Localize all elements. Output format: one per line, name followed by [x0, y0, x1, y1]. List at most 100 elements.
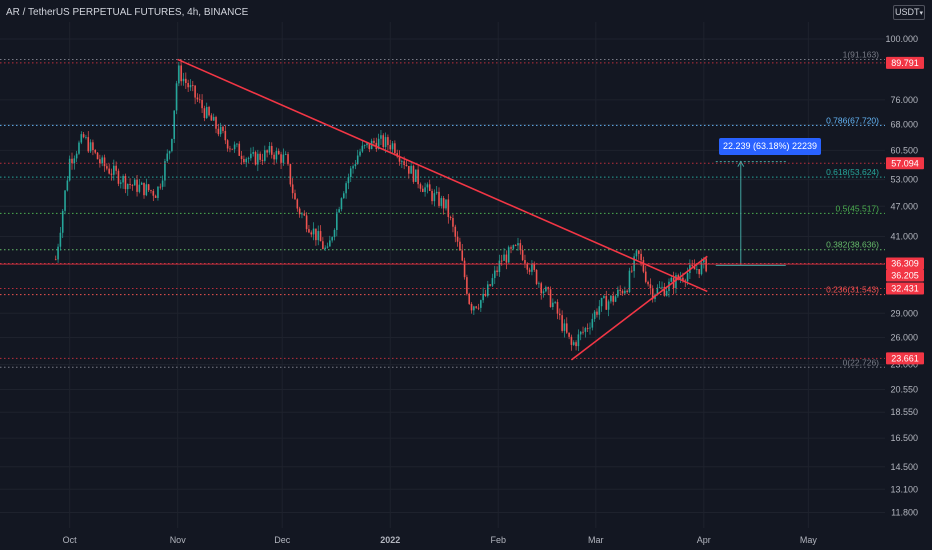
candle-body	[261, 159, 264, 161]
symbol-title[interactable]: AR / TetherUS PERPETUAL FUTURES, 4h, BIN…	[6, 7, 249, 18]
candle-body	[482, 293, 484, 301]
candle-body	[419, 184, 422, 189]
candle-body	[410, 165, 412, 174]
candle-body	[145, 184, 148, 196]
candle-body	[579, 331, 582, 335]
fib-level-label: 0.786(67.720)	[826, 115, 879, 125]
candle-body	[310, 232, 313, 235]
candle-body	[675, 275, 677, 289]
candle-body	[264, 150, 266, 161]
candle-body	[342, 193, 345, 199]
candle-body	[361, 145, 364, 152]
candle-body	[233, 144, 236, 150]
candle-body	[317, 231, 320, 241]
candle-body	[682, 277, 684, 281]
candle-body	[59, 232, 62, 247]
candle-body	[201, 99, 203, 109]
candle-body	[696, 269, 698, 270]
price-label-text: 32.431	[891, 284, 919, 294]
candle-body	[356, 155, 359, 165]
candle-body	[561, 315, 563, 331]
candle-body	[651, 288, 654, 299]
candle-body	[568, 332, 570, 337]
candle-body	[240, 155, 243, 160]
candle-body	[159, 186, 162, 188]
candle-body	[347, 177, 350, 184]
fib-level-label: 1(91.163)	[843, 50, 880, 60]
candle-body	[80, 134, 83, 143]
candle-body	[463, 260, 466, 278]
time-tick-label: Oct	[63, 535, 78, 545]
candle-body	[106, 166, 108, 169]
price-label-badge	[886, 282, 924, 295]
price-tick-label: 41.000	[890, 232, 918, 242]
candle-body	[512, 245, 515, 249]
candle-body	[521, 250, 524, 261]
candle-body	[644, 271, 647, 282]
candle-body	[665, 290, 668, 296]
candle-body	[531, 263, 533, 272]
candle-body	[154, 195, 157, 198]
candle-body	[212, 117, 215, 121]
candle-body	[703, 258, 705, 263]
candle-body	[147, 184, 150, 191]
candle-body	[447, 199, 450, 218]
candle-body	[189, 85, 192, 88]
candle-body	[433, 193, 436, 202]
candle-body	[705, 258, 707, 272]
price-tick-label: 16.500	[890, 433, 918, 443]
candle-body	[266, 150, 268, 153]
ascending-support-line	[570, 255, 708, 361]
candle-body	[528, 269, 531, 272]
candle-body	[103, 157, 106, 167]
price-tick-label: 53.000	[890, 175, 918, 185]
time-tick-label: Mar	[588, 535, 604, 545]
candle-body	[345, 183, 347, 194]
candle-body	[222, 126, 224, 131]
candle-body	[289, 164, 292, 185]
candle-body	[554, 302, 556, 303]
candle-body	[284, 154, 287, 155]
candle-body	[101, 157, 104, 164]
time-tick-label: May	[800, 535, 818, 545]
candle-body	[445, 199, 447, 209]
candle-body	[171, 138, 173, 152]
candle-body	[524, 260, 526, 264]
time-axis: Oct Nov Dec 2022 Feb Mar Apr May	[63, 535, 818, 545]
candle-body	[649, 284, 652, 289]
candle-body	[398, 156, 401, 162]
price-label-text: 36.205	[891, 271, 919, 281]
candle-body	[466, 277, 468, 294]
trendlines	[177, 58, 708, 361]
candle-body	[180, 65, 182, 82]
candle-body	[54, 259, 57, 261]
candle-body	[414, 169, 417, 182]
candle-body	[124, 176, 127, 190]
candle-body	[619, 289, 621, 291]
fib-retracement: 1(91.163) 0.786(67.720) 0.618(53.624) 0.5(4…	[0, 50, 885, 368]
candle-body	[559, 313, 561, 316]
candle-body	[231, 148, 234, 150]
candle-body	[305, 215, 308, 230]
candle-body	[382, 135, 385, 148]
candle-body	[391, 143, 394, 150]
candle-body	[296, 199, 299, 209]
candle-body	[340, 198, 343, 210]
candle-body	[245, 158, 248, 163]
candle-body	[308, 229, 310, 233]
candle-body	[556, 302, 559, 314]
candle-body	[119, 182, 122, 184]
candle-body	[589, 327, 591, 329]
candle-body	[315, 228, 317, 241]
price-tick-label: 100.000	[885, 34, 918, 44]
candle-body	[68, 158, 71, 181]
candle-body	[133, 179, 136, 186]
candle-body	[401, 161, 403, 163]
candle-body	[161, 180, 164, 187]
currency-selector[interactable]: USDT▾	[893, 5, 925, 20]
candle-body	[526, 263, 529, 270]
candle-body	[363, 145, 366, 146]
candle-body	[442, 198, 445, 209]
candle-body	[417, 169, 419, 185]
